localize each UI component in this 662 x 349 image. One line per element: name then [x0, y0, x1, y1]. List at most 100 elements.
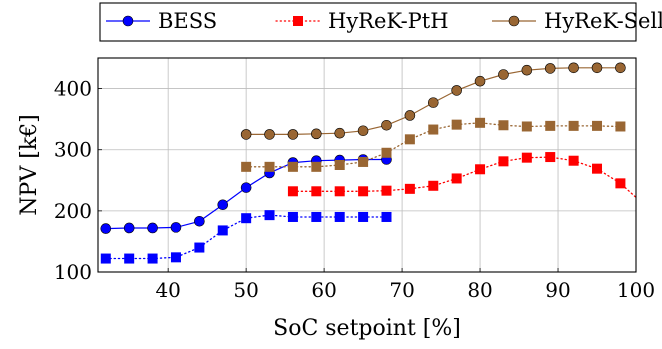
data-point: [521, 64, 533, 76]
data-point: [381, 211, 392, 222]
data-point: [287, 186, 298, 197]
data-point: [240, 129, 252, 140]
data-point: [498, 69, 509, 80]
data-point: [170, 252, 181, 263]
data-point: [451, 119, 462, 130]
series-hyrek-sell: [240, 62, 626, 140]
legend-label: HyReK-Sell: [544, 9, 662, 33]
legend-entry-bess: BESS: [106, 9, 217, 33]
data-point: [568, 155, 579, 166]
series-unnamed-3: [241, 117, 626, 172]
data-point: [475, 117, 486, 128]
legend: BESS HyReK-PtH HyReK-Sell: [99, 2, 662, 42]
series-line: [292, 156, 636, 199]
data-point: [147, 253, 158, 264]
data-point: [358, 211, 369, 222]
data-point: [592, 163, 603, 174]
data-point: [287, 211, 298, 222]
data-point: [427, 97, 439, 108]
data-point: [404, 134, 415, 145]
data-point: [474, 75, 486, 87]
x-tick-label: 70: [389, 278, 414, 302]
data-point: [451, 173, 462, 184]
data-point: [381, 119, 392, 131]
y-tick-label: 200: [54, 199, 92, 223]
legend-entry-hyrek-pth: HyReK-PtH: [275, 9, 449, 33]
data-point: [241, 213, 252, 224]
data-point: [334, 186, 345, 197]
data-point: [545, 120, 556, 131]
data-point: [615, 121, 626, 132]
data-point: [287, 129, 299, 140]
data-point: [358, 156, 369, 167]
data-point: [287, 161, 298, 172]
legend-box: [99, 2, 637, 42]
legend-swatch-marker: [508, 15, 520, 27]
x-tick-label: 50: [233, 278, 258, 302]
legend-label: BESS: [158, 9, 217, 33]
data-point: [521, 152, 532, 163]
data-point: [217, 199, 229, 211]
legend-swatch-marker: [122, 15, 134, 27]
data-point: [194, 242, 205, 253]
data-point: [381, 185, 392, 196]
data-point: [100, 223, 112, 234]
data-point: [311, 161, 322, 172]
data-point: [381, 147, 392, 158]
y-axis-label: NPV [k€]: [17, 114, 42, 215]
data-point: [615, 62, 626, 74]
data-point: [334, 160, 345, 170]
data-point: [123, 222, 135, 234]
series-hyrek-pth: [287, 152, 636, 199]
legend-swatch-marker: [293, 16, 303, 26]
data-point: [100, 253, 111, 264]
data-point: [521, 121, 532, 132]
series-layer: [100, 62, 636, 264]
x-axis-label: SoC setpoint [%]: [273, 316, 461, 341]
legend-entry-hyrek-sell: HyReK-Sell: [492, 9, 662, 33]
data-point: [194, 215, 205, 227]
data-point: [404, 110, 416, 121]
data-point: [428, 124, 439, 135]
data-point: [264, 161, 275, 172]
x-tick-label: 90: [545, 278, 570, 302]
data-point: [545, 152, 556, 163]
x-tick-label: 60: [311, 278, 336, 302]
data-point: [475, 164, 486, 175]
series-unnamed-1: [100, 210, 392, 264]
y-tick-label: 300: [54, 138, 92, 162]
data-point: [615, 178, 626, 189]
data-point: [170, 222, 182, 233]
data-point: [334, 211, 345, 222]
data-point: [357, 125, 369, 137]
tick-labels: 40 50 60 70 80 90 100 100 200 300 400: [54, 77, 655, 302]
data-point: [217, 225, 228, 236]
data-point: [591, 62, 603, 74]
data-point: [241, 161, 252, 172]
data-point: [568, 120, 579, 131]
plot-frame: [97, 57, 637, 273]
x-tick-label: 80: [467, 278, 492, 302]
data-point: [498, 156, 509, 167]
data-point: [240, 182, 252, 193]
data-point: [498, 120, 509, 131]
data-point: [264, 129, 275, 140]
data-point: [124, 253, 135, 264]
data-point: [311, 211, 322, 222]
legend-label: HyReK-PtH: [328, 9, 449, 33]
data-point: [334, 127, 346, 139]
data-point: [311, 128, 322, 140]
data-point: [264, 210, 275, 221]
data-point: [358, 186, 369, 197]
data-point: [568, 62, 579, 74]
x-tick-label: 100: [617, 278, 655, 302]
y-tick-label: 400: [54, 77, 92, 101]
y-tick-label: 100: [54, 260, 92, 284]
x-tick-label: 40: [155, 278, 180, 302]
data-point: [428, 180, 439, 191]
data-point: [592, 120, 603, 131]
data-point: [147, 222, 158, 234]
data-point: [404, 183, 415, 194]
data-point: [311, 186, 322, 197]
